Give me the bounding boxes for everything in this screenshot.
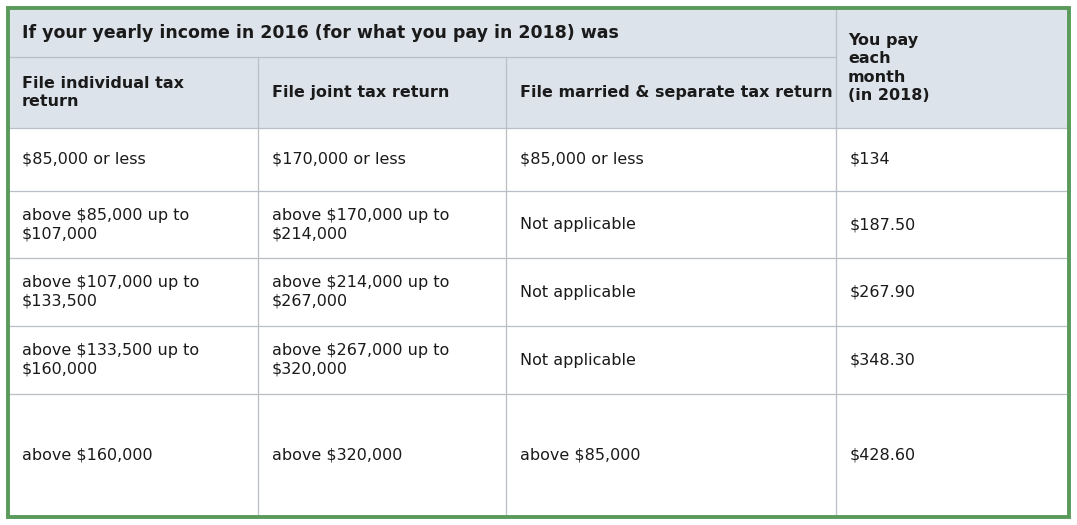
Text: $428.60: $428.60 <box>850 448 917 463</box>
Text: above $85,000 up to
$107,000: above $85,000 up to $107,000 <box>22 208 190 242</box>
Text: $85,000 or less: $85,000 or less <box>520 152 644 167</box>
Text: File married & separate tax return: File married & separate tax return <box>520 85 833 100</box>
Bar <box>8 8 836 57</box>
Bar <box>8 128 1069 191</box>
Bar <box>8 191 1069 258</box>
Text: above $214,000 up to
$267,000: above $214,000 up to $267,000 <box>272 275 449 309</box>
Text: $348.30: $348.30 <box>850 352 915 368</box>
Text: Not applicable: Not applicable <box>520 285 635 299</box>
Text: $267.90: $267.90 <box>850 285 917 299</box>
Bar <box>836 8 1069 128</box>
Text: above $85,000: above $85,000 <box>520 448 641 463</box>
Text: $187.50: $187.50 <box>850 217 917 232</box>
Bar <box>8 326 1069 394</box>
Text: above $133,500 up to
$160,000: above $133,500 up to $160,000 <box>22 343 199 377</box>
Bar <box>8 258 1069 326</box>
Bar <box>8 394 1069 517</box>
Text: If your yearly income in 2016 (for what you pay in 2018) was: If your yearly income in 2016 (for what … <box>22 24 619 41</box>
Text: above $267,000 up to
$320,000: above $267,000 up to $320,000 <box>272 343 449 377</box>
Text: File joint tax return: File joint tax return <box>272 85 449 100</box>
Text: $134: $134 <box>850 152 891 167</box>
Text: You pay
each
month
(in 2018): You pay each month (in 2018) <box>848 33 929 103</box>
Text: above $160,000: above $160,000 <box>22 448 153 463</box>
Text: above $320,000: above $320,000 <box>272 448 403 463</box>
Text: Not applicable: Not applicable <box>520 352 635 368</box>
Text: above $170,000 up to
$214,000: above $170,000 up to $214,000 <box>272 208 449 242</box>
Text: $85,000 or less: $85,000 or less <box>22 152 145 167</box>
Text: $170,000 or less: $170,000 or less <box>272 152 406 167</box>
Text: File individual tax
return: File individual tax return <box>22 76 184 109</box>
Text: Not applicable: Not applicable <box>520 217 635 232</box>
Text: above $107,000 up to
$133,500: above $107,000 up to $133,500 <box>22 275 199 309</box>
Bar <box>8 57 836 128</box>
